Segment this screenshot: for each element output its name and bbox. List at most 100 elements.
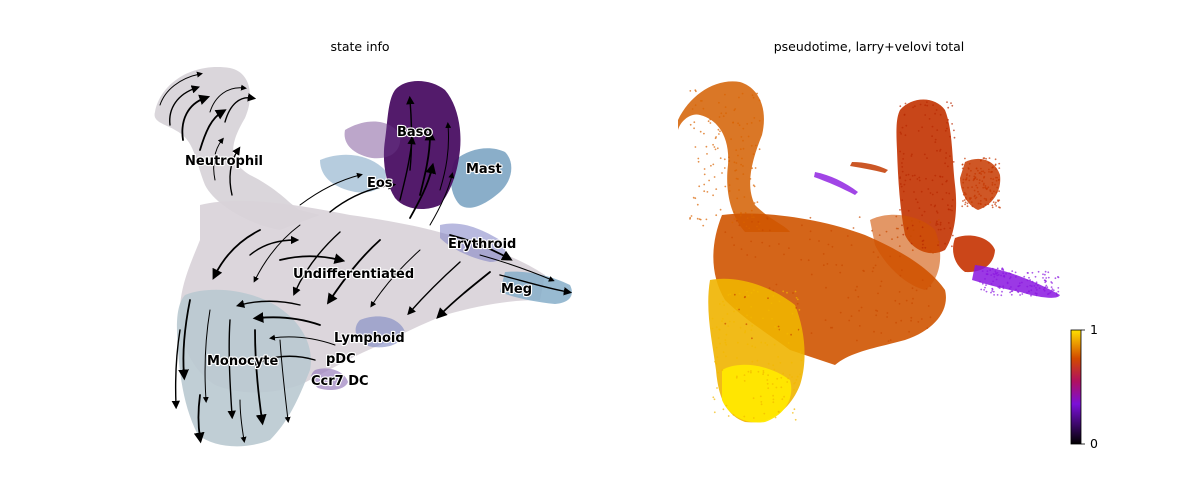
cell-point [758,119,761,122]
cell-point [937,240,940,243]
cell-point [753,202,756,204]
cell-point [995,176,997,179]
cluster-label-monocyte: Monocyte [207,354,278,369]
cell-point [705,218,708,221]
cell-point [738,189,740,191]
cell-point [759,395,762,398]
cell-point [1021,281,1023,284]
cell-point [991,287,994,290]
cell-point [962,181,965,184]
streamline [199,109,227,151]
cell-point [691,108,694,110]
cell-point [918,221,921,223]
cell-point [885,230,888,233]
cell-point [721,317,724,320]
cell-point [951,209,953,212]
cell-point [1054,277,1057,280]
cell-point [972,179,975,182]
cell-point [985,198,987,200]
cell-point [934,141,937,144]
streamline [339,270,403,278]
cluster-label-lymphoid: Lymphoid [334,331,405,346]
cell-point [750,292,753,294]
cell-point [901,269,903,272]
cell-point [750,316,752,319]
cell-point [706,153,708,155]
cell-point [715,188,718,191]
cell-point [738,224,741,227]
cell-point [1035,292,1038,295]
cell-point [980,170,983,173]
cell-point [901,199,904,202]
cell-point [762,371,765,374]
cell-point [935,222,938,225]
cell-point [739,326,742,329]
region-meg-tail [972,265,1060,298]
cell-point [799,329,801,331]
cell-point [793,389,795,391]
cell-point [926,104,929,107]
cell-point [936,223,939,226]
cell-point [1042,288,1045,291]
cell-point [697,157,700,160]
cell-point [909,235,912,238]
cell-point [756,290,759,293]
cell-point [766,379,769,381]
cell-point [927,188,930,190]
streamline [479,254,555,282]
cell-point [1035,289,1038,291]
cell-point [880,332,883,334]
streamline [169,85,200,126]
cell-point [991,267,994,270]
cell-point [794,381,796,384]
cell-point [744,331,746,334]
cell-point [743,415,746,418]
cell-point [818,240,820,242]
cell-point [918,207,921,210]
cell-point [1030,294,1032,297]
cell-point [729,293,732,296]
cell-point [979,280,981,283]
cell-point [1056,294,1058,296]
cell-point [780,386,783,389]
cell-point [706,191,709,193]
cell-point [967,186,969,189]
cell-point [735,162,738,164]
cell-point [1005,272,1007,275]
cell-point [991,184,994,186]
cell-point [1017,285,1020,288]
region-bright-yellow-tip [722,364,792,423]
cluster-region-mast [450,148,512,208]
cell-point [1018,284,1021,287]
cell-point [1019,294,1021,296]
cell-point [745,323,748,326]
cell-point [752,153,755,156]
cell-point [877,256,879,259]
cell-point [744,212,747,214]
cell-point [936,129,939,132]
cell-point [947,165,949,168]
cell-point [899,131,902,134]
cell-point [1042,277,1044,279]
cell-point [991,166,994,169]
cell-point [978,193,981,196]
cell-point [721,369,724,372]
cell-point [968,162,971,165]
cell-point [858,325,861,327]
cell-point [1010,286,1012,288]
cell-point [924,114,927,116]
cell-point [783,253,785,256]
cell-point [754,144,757,147]
streamline [252,312,321,326]
cell-point [994,270,997,273]
cell-point [1037,270,1040,273]
cell-point [918,176,921,179]
cell-point [1036,284,1039,287]
cell-point [746,254,749,256]
cell-point [733,161,736,164]
cell-point [921,240,924,243]
cell-point [1000,274,1002,277]
cell-point [794,418,797,421]
cell-point [1029,284,1032,287]
cell-point [991,204,994,207]
